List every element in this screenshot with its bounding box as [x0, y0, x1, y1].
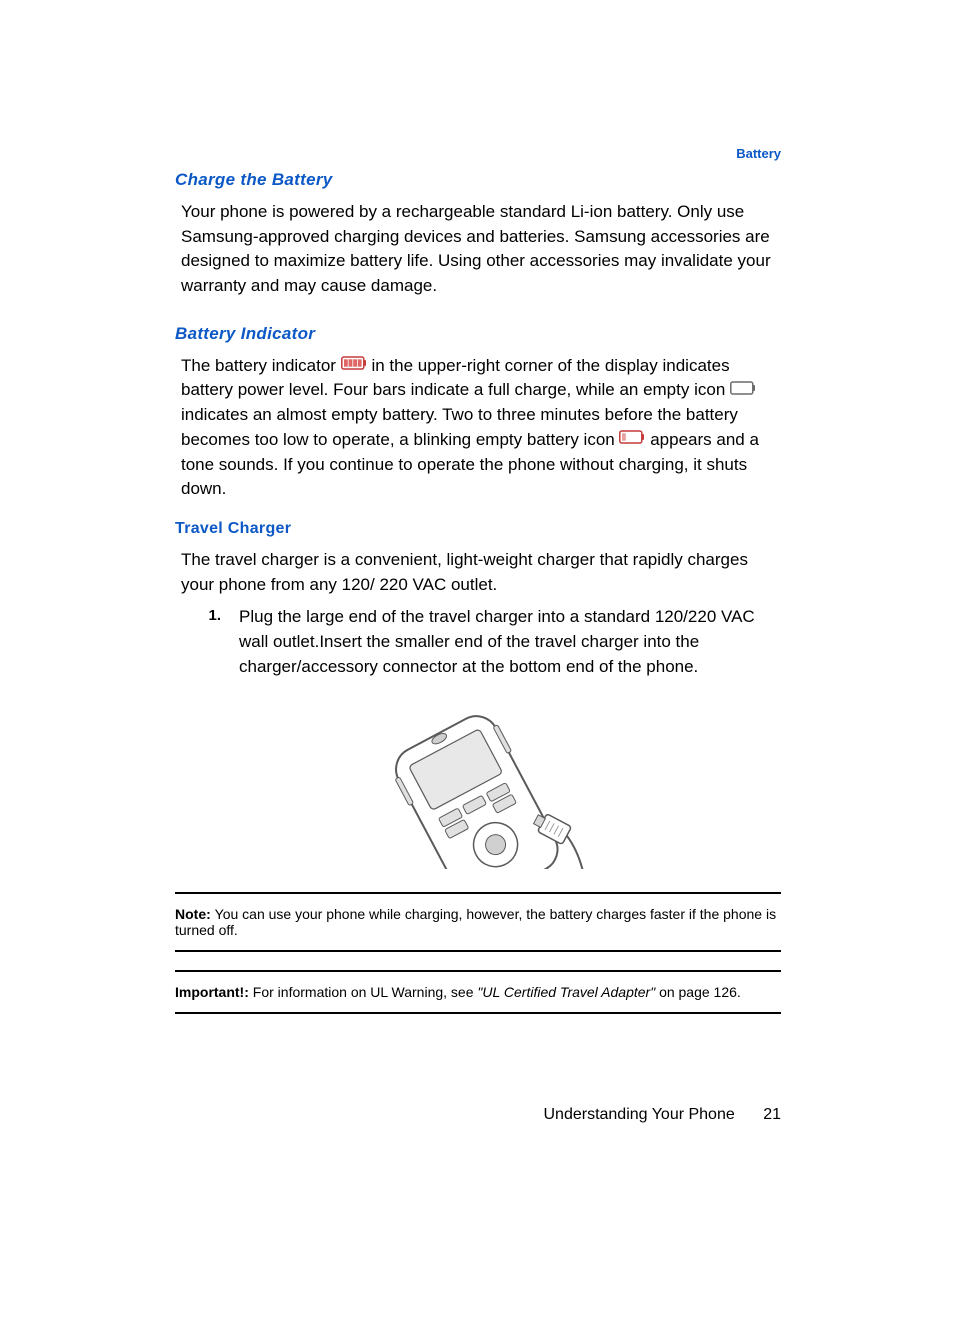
list-number: 1. [181, 605, 239, 679]
figure-phone-charger [175, 689, 781, 874]
para-charge-body: Your phone is powered by a rechargeable … [181, 200, 781, 299]
important-reference: "UL Certified Travel Adapter" [477, 984, 659, 1000]
note-label: Note: [175, 906, 215, 922]
footer-page-number: 21 [763, 1106, 781, 1124]
manual-page: Battery Charge the Battery Your phone is… [0, 0, 954, 1319]
heading-charge-battery: Charge the Battery [175, 170, 781, 190]
battery-empty-gray-icon [730, 378, 756, 403]
list-text: Plug the large end of the travel charger… [239, 605, 781, 679]
important-label: Important!: [175, 984, 249, 1000]
para-indicator-body: The battery indicator in the upper-right… [181, 354, 781, 502]
important-block: Important!: For information on UL Warnin… [175, 970, 781, 1014]
important-prefix: For information on UL Warning, see [249, 984, 478, 1000]
heading-travel-charger: Travel Charger [175, 520, 781, 538]
note-block: Note: You can use your phone while charg… [175, 892, 781, 952]
battery-empty-red-icon [619, 427, 645, 452]
header-category: Battery [736, 146, 781, 161]
list-item: 1. Plug the large end of the travel char… [181, 605, 781, 679]
heading-battery-indicator: Battery Indicator [175, 324, 781, 344]
ordered-list: 1. Plug the large end of the travel char… [181, 605, 781, 679]
important-suffix: on page 126. [659, 984, 741, 1000]
text-segment: The battery indicator [181, 356, 341, 375]
battery-full-icon [341, 353, 367, 378]
para-travel-body: The travel charger is a convenient, ligh… [181, 548, 781, 597]
page-footer: Understanding Your Phone 21 [543, 1106, 781, 1124]
note-text: You can use your phone while charging, h… [175, 906, 776, 938]
footer-section: Understanding Your Phone [543, 1106, 734, 1123]
